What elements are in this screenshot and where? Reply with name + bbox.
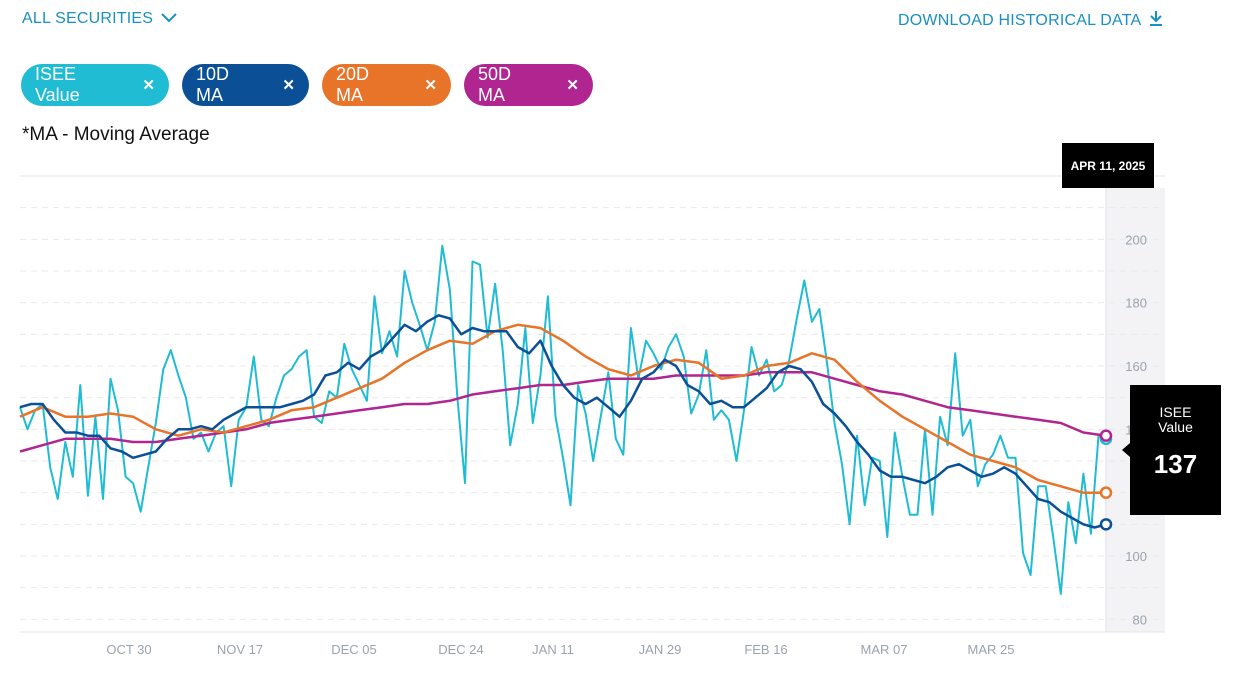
y-tick-label: 200 <box>1125 232 1147 247</box>
y-tick-label: 80 <box>1133 612 1147 627</box>
value-tooltip: ISEE Value 137 <box>1130 385 1221 515</box>
chevron-down-icon <box>161 10 177 28</box>
x-tick-label: JAN 11 <box>532 642 574 657</box>
x-tick-label: JAN 29 <box>639 642 682 657</box>
series-line-20d-ma <box>19 323 1106 494</box>
close-icon[interactable]: ✕ <box>142 77 155 94</box>
y-tick-label: 100 <box>1125 549 1147 564</box>
end-marker-10d-ma <box>1099 518 1113 531</box>
chip-20d-ma[interactable]: 20D MA ✕ <box>322 64 451 106</box>
all-securities-dropdown[interactable]: ALL SECURITIES <box>22 10 177 28</box>
series-line-10d-ma <box>19 314 1107 529</box>
download-icon <box>1149 10 1163 31</box>
tooltip-arrow <box>1122 443 1130 457</box>
chip-label: ISEE Value <box>35 64 80 105</box>
download-historical-data-link[interactable]: DOWNLOAD HISTORICAL DATA <box>898 10 1163 31</box>
tooltip-value: 137 <box>1153 449 1198 479</box>
y-tick-label: 180 <box>1125 296 1147 311</box>
download-label: DOWNLOAD HISTORICAL DATA <box>898 11 1142 29</box>
chip-50d-ma[interactable]: 50D MA ✕ <box>464 64 593 106</box>
chip-isee-value[interactable]: ISEE Value ✕ <box>21 64 169 106</box>
end-marker-20d-ma <box>1099 486 1113 499</box>
x-tick-label: DEC 24 <box>438 642 484 657</box>
x-tick-label: OCT 30 <box>106 642 151 657</box>
chip-label: 20D MA <box>336 64 370 105</box>
x-tick-label: DEC 05 <box>331 642 377 657</box>
close-icon[interactable]: ✕ <box>424 77 437 94</box>
x-tick-label: MAR 07 <box>861 642 908 657</box>
moving-average-note: *MA - Moving Average <box>22 124 210 145</box>
series-chip-list: ISEE Value ✕ 10D MA ✕ 20D MA ✕ 50D MA ✕ <box>21 64 593 106</box>
chip-label: 10D MA <box>196 64 230 105</box>
all-securities-label: ALL SECURITIES <box>22 10 154 27</box>
x-tick-label: MAR 25 <box>968 642 1015 657</box>
chip-10d-ma[interactable]: 10D MA ✕ <box>182 64 309 106</box>
y-tick-label: 160 <box>1125 359 1147 374</box>
tooltip-date: APR 11, 2025 <box>1070 158 1146 173</box>
x-tick-label: NOV 17 <box>217 642 263 657</box>
close-icon[interactable]: ✕ <box>566 77 579 94</box>
chip-label: 50D MA <box>478 64 512 105</box>
end-marker-50d-ma <box>1099 429 1113 442</box>
series-line-isee-value <box>19 244 1107 595</box>
close-icon[interactable]: ✕ <box>282 77 295 94</box>
x-tick-label: FEB 16 <box>744 642 787 657</box>
date-tooltip: APR 11, 2025 <box>1062 143 1154 188</box>
tooltip-label: ISEE Value <box>1158 404 1193 435</box>
